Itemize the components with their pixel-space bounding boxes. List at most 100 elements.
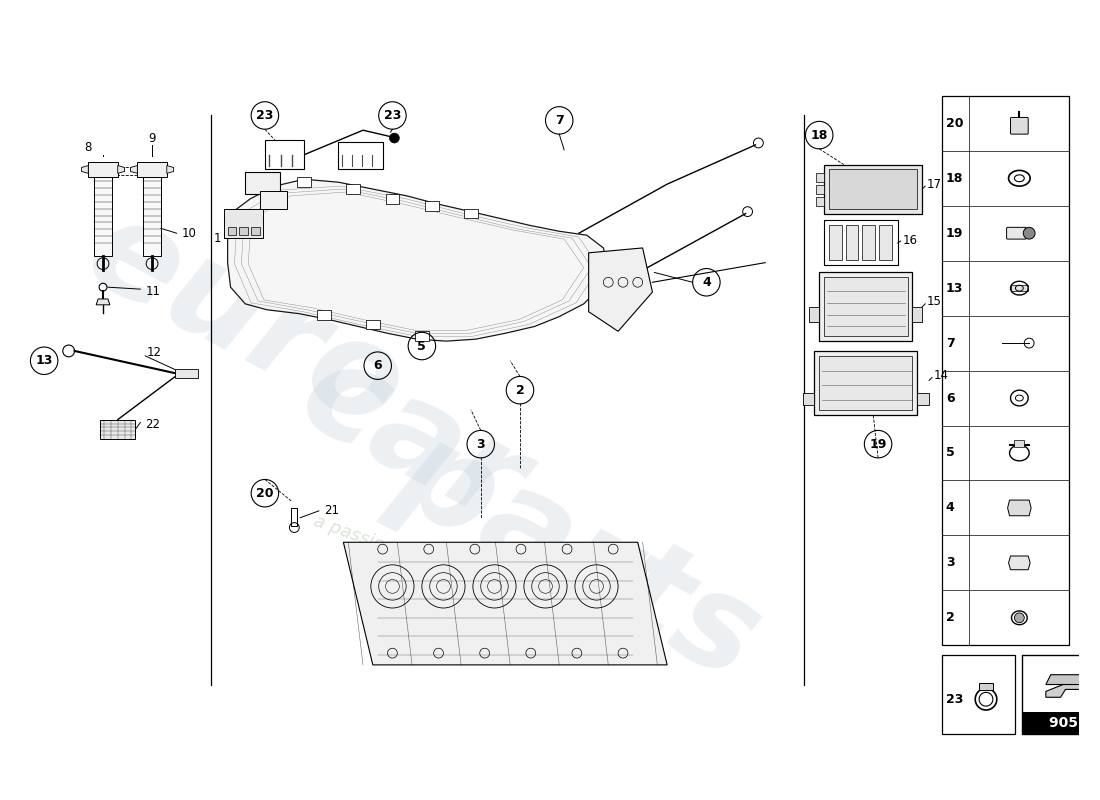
Text: 16: 16 — [903, 234, 917, 246]
Text: 23: 23 — [256, 109, 274, 122]
FancyBboxPatch shape — [317, 310, 331, 319]
Polygon shape — [588, 248, 652, 331]
Polygon shape — [118, 166, 124, 174]
FancyBboxPatch shape — [803, 393, 814, 405]
FancyBboxPatch shape — [245, 172, 279, 194]
Text: 23: 23 — [946, 693, 964, 706]
FancyBboxPatch shape — [1014, 440, 1024, 447]
Polygon shape — [131, 166, 138, 174]
Text: 4: 4 — [946, 502, 955, 514]
FancyBboxPatch shape — [820, 273, 912, 341]
Text: 13: 13 — [35, 354, 53, 367]
FancyBboxPatch shape — [425, 201, 439, 210]
FancyBboxPatch shape — [810, 306, 820, 322]
Text: 20: 20 — [256, 486, 274, 500]
Text: 5: 5 — [946, 446, 955, 459]
Text: 19: 19 — [946, 226, 964, 240]
FancyBboxPatch shape — [824, 278, 907, 336]
FancyBboxPatch shape — [251, 227, 260, 235]
FancyBboxPatch shape — [346, 184, 360, 194]
Text: a passion for parts since 1965: a passion for parts since 1965 — [310, 512, 572, 622]
Text: 1: 1 — [213, 232, 221, 245]
FancyBboxPatch shape — [862, 226, 876, 260]
FancyBboxPatch shape — [95, 178, 112, 256]
Polygon shape — [1008, 500, 1031, 516]
FancyBboxPatch shape — [1006, 227, 1026, 239]
FancyBboxPatch shape — [814, 351, 917, 414]
FancyBboxPatch shape — [260, 191, 287, 209]
FancyBboxPatch shape — [816, 197, 824, 206]
Circle shape — [389, 133, 399, 143]
Text: 3: 3 — [476, 438, 485, 450]
Polygon shape — [1046, 683, 1100, 698]
Circle shape — [1023, 227, 1035, 239]
FancyBboxPatch shape — [138, 162, 167, 178]
Circle shape — [1014, 613, 1024, 622]
FancyBboxPatch shape — [816, 185, 824, 194]
FancyBboxPatch shape — [175, 369, 198, 378]
Polygon shape — [343, 542, 667, 665]
Text: 21: 21 — [323, 504, 339, 518]
FancyBboxPatch shape — [339, 142, 383, 170]
Text: parts: parts — [376, 410, 781, 705]
FancyBboxPatch shape — [917, 393, 930, 405]
Polygon shape — [1009, 556, 1031, 570]
FancyBboxPatch shape — [265, 140, 304, 170]
Text: 13: 13 — [946, 282, 964, 294]
FancyBboxPatch shape — [464, 209, 477, 218]
FancyBboxPatch shape — [240, 227, 249, 235]
FancyBboxPatch shape — [829, 170, 917, 209]
Text: 10: 10 — [182, 226, 197, 240]
FancyBboxPatch shape — [223, 209, 263, 238]
Text: 18: 18 — [811, 129, 828, 142]
Text: 11: 11 — [145, 285, 161, 298]
Text: 8: 8 — [85, 142, 92, 154]
Polygon shape — [100, 420, 135, 439]
Text: 17: 17 — [927, 178, 942, 190]
FancyBboxPatch shape — [88, 162, 118, 178]
Text: 9: 9 — [148, 131, 156, 145]
Text: 15: 15 — [927, 295, 942, 308]
Text: 7: 7 — [946, 337, 955, 350]
FancyBboxPatch shape — [824, 221, 898, 265]
Text: 5: 5 — [418, 339, 426, 353]
FancyBboxPatch shape — [942, 655, 1015, 734]
FancyBboxPatch shape — [829, 226, 842, 260]
Text: 6: 6 — [373, 359, 382, 372]
Text: 4: 4 — [702, 276, 711, 289]
FancyBboxPatch shape — [1022, 655, 1100, 734]
FancyBboxPatch shape — [912, 306, 922, 322]
FancyBboxPatch shape — [879, 226, 892, 260]
FancyBboxPatch shape — [386, 194, 399, 204]
FancyBboxPatch shape — [942, 96, 1069, 646]
Text: 3: 3 — [946, 556, 955, 570]
Text: 6: 6 — [946, 391, 955, 405]
Polygon shape — [1046, 674, 1100, 685]
FancyBboxPatch shape — [816, 174, 824, 182]
FancyBboxPatch shape — [846, 226, 858, 260]
Text: 19: 19 — [869, 438, 887, 450]
Text: 12: 12 — [147, 346, 162, 359]
Text: euro: euro — [66, 186, 425, 458]
Text: 2: 2 — [946, 611, 955, 624]
Polygon shape — [81, 166, 88, 174]
Text: 7: 7 — [554, 114, 563, 127]
FancyBboxPatch shape — [824, 165, 922, 214]
Text: 22: 22 — [145, 418, 161, 431]
FancyBboxPatch shape — [1011, 286, 1028, 291]
FancyBboxPatch shape — [228, 227, 236, 235]
Text: 2: 2 — [516, 384, 525, 397]
Polygon shape — [96, 299, 110, 305]
FancyBboxPatch shape — [979, 682, 993, 690]
FancyBboxPatch shape — [143, 178, 161, 256]
FancyBboxPatch shape — [415, 331, 429, 341]
Text: 905 01: 905 01 — [1048, 716, 1100, 730]
FancyBboxPatch shape — [1022, 712, 1100, 734]
FancyBboxPatch shape — [366, 319, 379, 330]
Polygon shape — [167, 166, 174, 174]
FancyBboxPatch shape — [820, 356, 912, 410]
Text: car: car — [279, 329, 544, 550]
Text: 14: 14 — [934, 369, 949, 382]
Text: 18: 18 — [946, 172, 964, 185]
Text: 23: 23 — [384, 109, 402, 122]
